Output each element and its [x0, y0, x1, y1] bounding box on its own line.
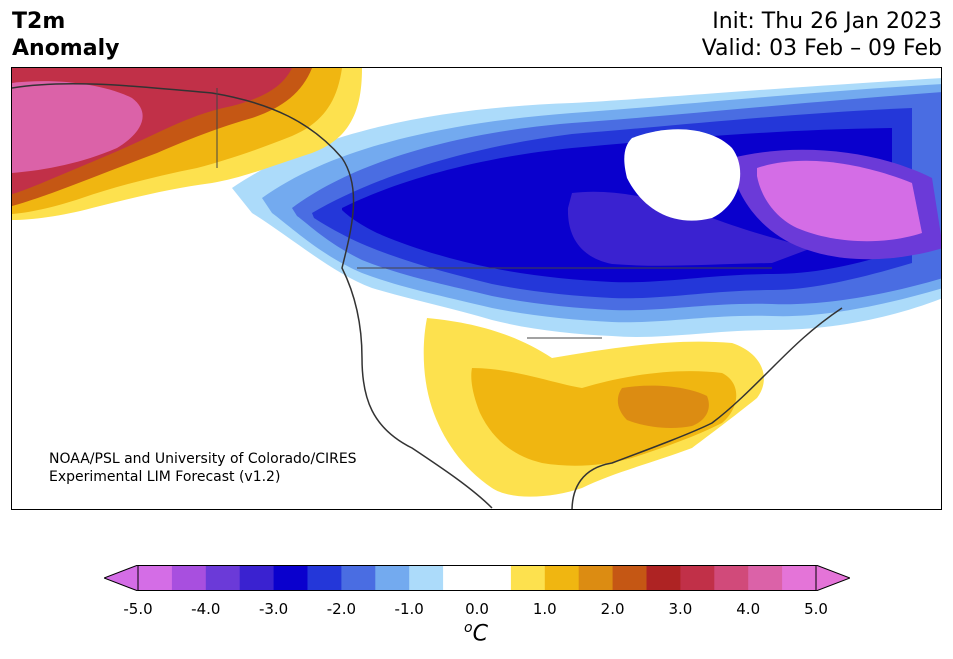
colorbar-segment	[341, 565, 376, 591]
colorbar-tick-label: 4.0	[736, 600, 761, 618]
colorbar-tick-label: -1.0	[394, 600, 424, 618]
colorbar-segment	[239, 565, 275, 591]
colorbar-outline	[137, 565, 817, 591]
anomaly-map	[11, 67, 942, 510]
anomaly-warm-alaska-pink	[12, 81, 143, 173]
colorbar-tick-label: -2.0	[326, 600, 357, 618]
colorbar-tick-label: 5.0	[804, 600, 828, 618]
colorbar-tick-label: 1.0	[532, 600, 557, 618]
colorbar-segment	[646, 565, 681, 591]
colorbar-segment	[273, 565, 308, 591]
colorbar-segment	[205, 565, 241, 591]
colorbar-tick-label: -3.0	[258, 600, 289, 618]
colorbar-segment	[714, 565, 749, 591]
colorbar-segments	[138, 565, 817, 591]
credit-line-1: NOAA/PSL and University of Colorado/CIRE…	[49, 451, 357, 467]
title-type: Anomaly	[12, 36, 120, 61]
colorbar-tick-label: -5.0	[123, 600, 153, 618]
title-variable: T2m	[12, 9, 66, 34]
colorbar-tick-label: 3.0	[668, 600, 693, 618]
colorbar-segment	[680, 565, 715, 591]
unit-degree: o	[464, 620, 473, 636]
map-title: T2m Anomaly	[12, 8, 119, 62]
credit-line-2: Experimental LIM Forecast (v1.2)	[49, 469, 281, 485]
credit-text: NOAA/PSL and University of Colorado/CIRE…	[49, 450, 357, 486]
colorbar	[104, 565, 850, 591]
colorbar-over-triangle	[815, 565, 850, 591]
colorbar-segment	[544, 565, 580, 591]
forecast-dates: Init: Thu 26 Jan 2023 Valid: 03 Feb – 09…	[702, 8, 942, 62]
unit-letter: C	[472, 621, 488, 647]
colorbar-segment	[748, 565, 783, 591]
coastline	[12, 82, 843, 509]
colorbar-unit: oC	[464, 620, 488, 646]
colorbar-tick-label: 0.0	[465, 600, 489, 618]
country-border	[216, 88, 772, 339]
valid-date: Valid: 03 Feb – 09 Feb	[701, 36, 942, 61]
anomaly-magenta-labrador	[757, 160, 922, 242]
colorbar-segment	[782, 565, 817, 591]
colorbar-segment	[307, 565, 342, 591]
map-canvas	[12, 68, 941, 509]
colorbar-segment	[375, 565, 410, 591]
colorbar-segment	[510, 565, 546, 591]
anomaly-purple-core	[567, 191, 812, 266]
anomaly-warm-south-dark-orange	[617, 385, 709, 428]
init-date: Init: Thu 26 Jan 2023	[712, 9, 942, 34]
colorbar-segment	[443, 565, 478, 591]
colorbar-tick-label: -4.0	[191, 600, 221, 618]
colorbar-tick-label: 2.0	[600, 600, 625, 618]
colorbar-segment	[612, 565, 647, 591]
hudson-bay	[624, 129, 741, 221]
colorbar-segment	[477, 565, 512, 591]
colorbar-segment	[171, 565, 207, 591]
colorbar-segment	[578, 565, 614, 591]
colorbar-under-triangle	[104, 565, 139, 591]
colorbar-segment	[409, 565, 444, 591]
colorbar-segment	[138, 565, 173, 591]
